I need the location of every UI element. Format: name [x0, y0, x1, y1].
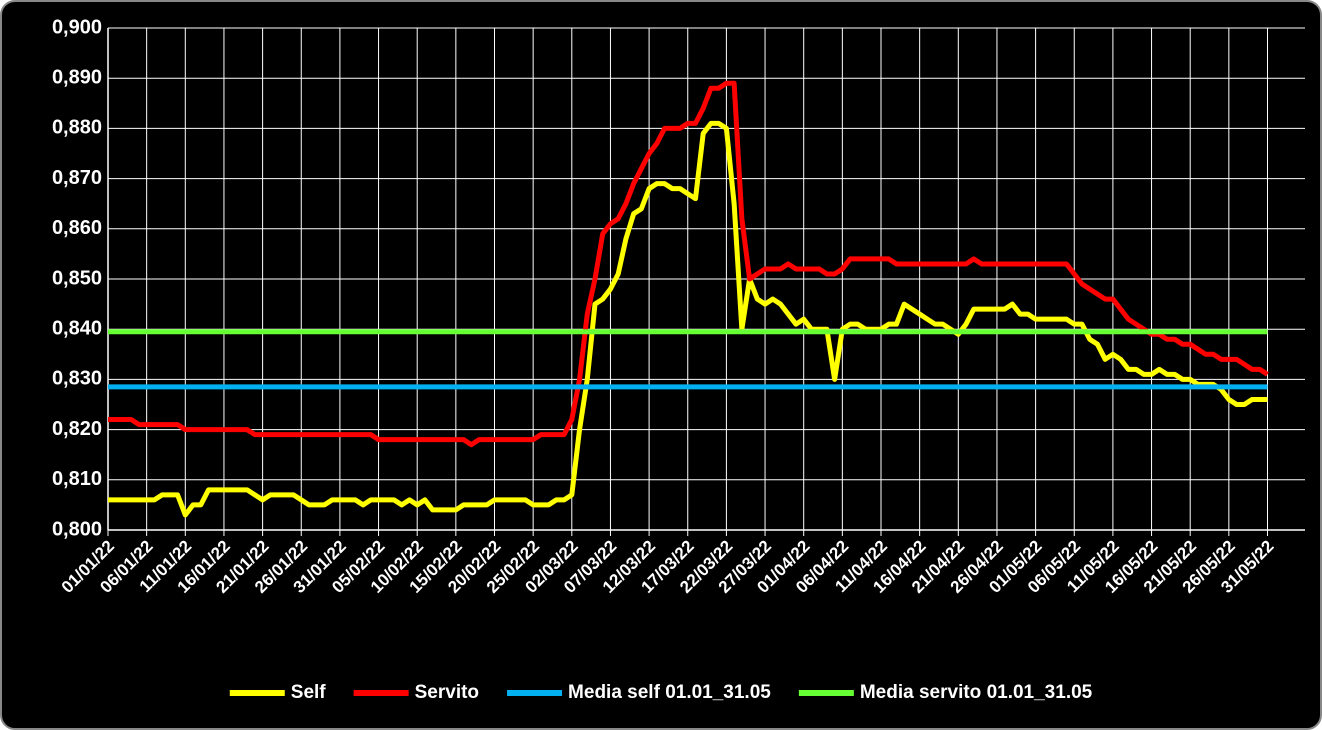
y-tick-label: 0,820	[52, 418, 102, 440]
y-tick-label: 0,860	[52, 217, 102, 239]
y-tick-label: 0,830	[52, 368, 102, 390]
y-tick-label: 0,880	[52, 117, 102, 139]
y-tick-label: 0,800	[52, 518, 102, 540]
y-tick-label: 0,870	[52, 167, 102, 189]
y-tick-label: 0,890	[52, 66, 102, 88]
series-line	[108, 120, 1268, 518]
y-tick-label: 0,840	[52, 317, 102, 339]
legend-label: Servito	[415, 682, 479, 703]
series-line	[108, 80, 1269, 448]
legend-label: Self	[291, 682, 327, 703]
y-tick-label: 0,900	[52, 16, 102, 38]
y-tick-label: 0,850	[52, 267, 102, 289]
legend-label: Media servito 01.01_31.05	[860, 682, 1093, 703]
legend-label: Media self 01.01_31.05	[568, 682, 771, 703]
y-tick-label: 0,810	[52, 468, 102, 490]
